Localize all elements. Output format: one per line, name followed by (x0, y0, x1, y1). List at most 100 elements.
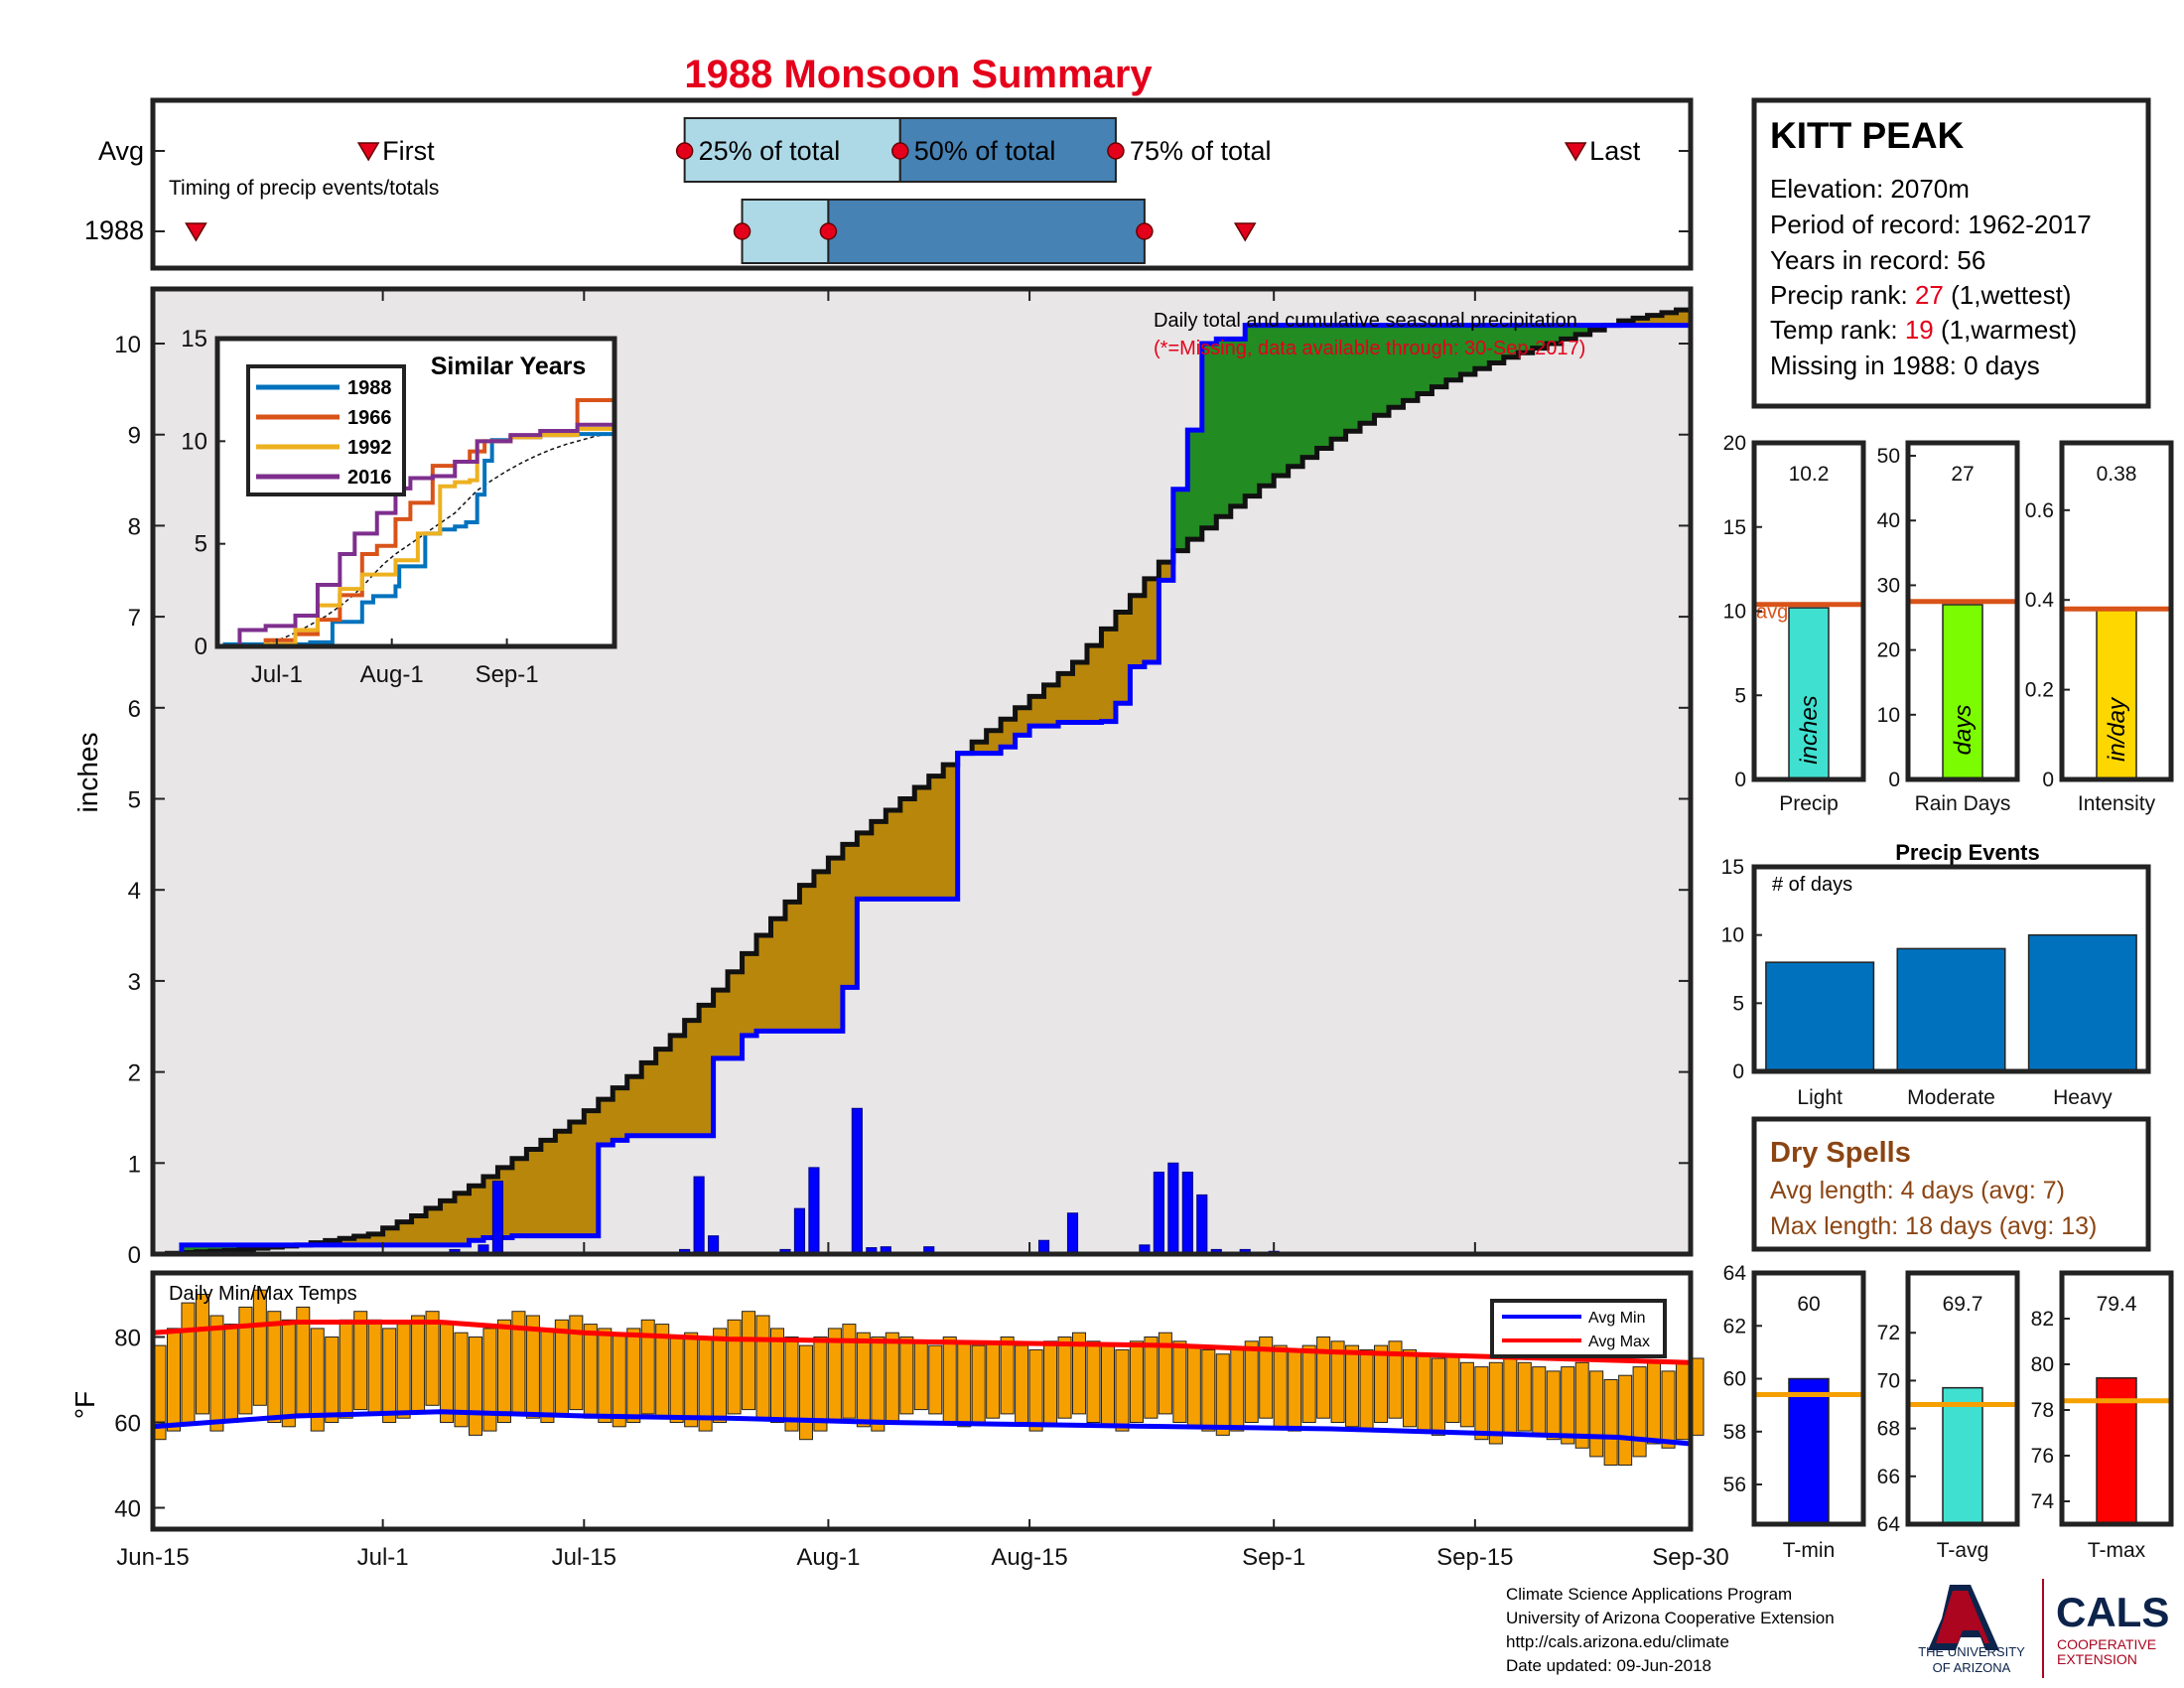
event-bar-heavy (2027, 933, 2137, 1072)
stat-unit-Precip: inches (1796, 695, 1823, 764)
daily-temp-bar (1015, 1344, 1029, 1423)
stat-name-T-min: T-min (1783, 1539, 1836, 1562)
precip-diff-fill (1101, 629, 1117, 722)
daily-temp-bar (1574, 1361, 1589, 1449)
timing-row-year-label: 1988 (84, 215, 144, 245)
daily-temp-bar (339, 1319, 353, 1419)
daily-temp-bar (1172, 1340, 1187, 1424)
cals-logo: CALS COOPERATIVE EXTENSION (2056, 1589, 2169, 1667)
daily-temp-bar (813, 1336, 828, 1432)
date-tick-label: Aug-1 (796, 1544, 860, 1571)
temp-axes: 40 60 80 (114, 1326, 1692, 1529)
daily-temp-bar (1647, 1361, 1662, 1445)
stat-y-tick-label: 56 (1723, 1474, 1746, 1496)
daily-precip-bar (1181, 1171, 1193, 1255)
daily-temp-bar (742, 1311, 756, 1411)
precip-diff-fill (1360, 325, 1376, 424)
daily-temp-bar (1676, 1361, 1691, 1441)
daily-temp-bar (382, 1328, 397, 1424)
dry-spells-title: Dry Spells (1770, 1137, 1911, 1169)
avg-last-label: Last (1589, 136, 1641, 166)
stat-y-tick-label: 62 (1723, 1315, 1746, 1337)
precip-diff-fill (1274, 325, 1290, 476)
inset-y-tick-label: 10 (181, 428, 207, 455)
daily-temp-bar (1316, 1336, 1331, 1419)
dry-spells-avg-length: Avg length: 4 days (avg: 7) (1770, 1177, 2065, 1204)
precip-diff-fill (540, 1140, 556, 1236)
main-y-tick-label: 7 (128, 605, 141, 632)
precip-diff-fill (1474, 325, 1490, 369)
precip-diff-fill (1403, 325, 1419, 401)
daily-temp-bar (1244, 1340, 1259, 1424)
cals-logo-text: CALS (2056, 1589, 2169, 1635)
daily-temp-bar (1561, 1366, 1575, 1445)
daily-temp-bar (554, 1319, 569, 1415)
precip-diff-fill (340, 1238, 355, 1245)
ua-logo: THE UNIVERSITY OF ARIZONA (1918, 1585, 2025, 1675)
precip-diff-fill (899, 798, 915, 900)
inset-x-tick-label: Sep-1 (476, 661, 539, 688)
precip-diff-fill (1518, 325, 1534, 353)
stat-frame-Intensity (2059, 440, 2174, 782)
daily-temp-bar (798, 1344, 813, 1441)
main-plot-frame (150, 286, 1694, 1257)
stat-y-tick-label: 5 (1734, 684, 1746, 707)
daily-precip-bar (793, 1207, 806, 1255)
daily-temp-bar (928, 1344, 943, 1415)
station-period: Period of record: 1962-2017 (1770, 210, 2092, 239)
inset-title: Similar Years (431, 352, 587, 380)
stat-unit-Rain Days: days (1950, 705, 1977, 756)
stat-y-tick-label: 0 (1888, 769, 1900, 791)
daily-temp-bar (540, 1328, 555, 1424)
inset-legend-label-1966: 1966 (347, 407, 392, 429)
inset-x-tick-label: Jul-1 (251, 661, 303, 688)
precip-diff-fill (1388, 325, 1405, 408)
precip-diff-fill (196, 1244, 211, 1252)
events-plot: Light Moderate Heavy 0 5 10 15 (1721, 856, 2137, 1109)
precip-diff-fill (1086, 645, 1103, 723)
stat-name-Intensity: Intensity (2078, 792, 2156, 815)
events-y-tick-label: 0 (1732, 1060, 1744, 1083)
inset-y-tick-label: 15 (181, 326, 207, 352)
avg-first-label: First (382, 136, 435, 166)
daily-temp-bar (425, 1311, 440, 1406)
stat-y-tick-label: 58 (1723, 1421, 1746, 1444)
dry-spells-box: Dry Spells Avg length: 4 days (avg: 7) M… (1751, 1116, 2151, 1252)
daily-temp-bar (713, 1328, 728, 1424)
precip-diff-fill (626, 1076, 642, 1136)
daily-temp-bar (525, 1315, 540, 1419)
inset-series-line-1992 (217, 416, 616, 648)
inset-plot (216, 398, 616, 648)
avg-p75-marker (1107, 142, 1125, 160)
stat-bar-Rain Days (1942, 604, 1983, 780)
precip-diff-fill (397, 1221, 413, 1245)
precip-diff-fill (641, 1062, 657, 1136)
stat-value-T-min: 60 (1797, 1293, 1820, 1316)
daily-temp-bar (1215, 1353, 1230, 1436)
precip-diff-fill (1532, 325, 1548, 349)
legend-avg-max-label: Avg Max (1588, 1334, 1650, 1350)
timing-row-avg-label: Avg (98, 136, 144, 166)
main-y-tick-label: 10 (114, 332, 141, 358)
precip-events-chart: Precip Events Light Moderate Heavy 0 5 10 15 #… (1721, 840, 2151, 1109)
precip-diff-fill (440, 1200, 456, 1245)
precip-diff-fill (181, 1244, 198, 1253)
daily-temp-bar (1618, 1374, 1633, 1466)
events-frame (1751, 864, 2151, 1074)
daily-temp-bar (1503, 1357, 1518, 1436)
temp-chart: Daily Min/Max Temps °F Avg Min Avg Max 4… (69, 1270, 1729, 1571)
daily-temp-bar (1330, 1340, 1345, 1424)
stat-y-tick-label: 10 (1723, 601, 1746, 624)
daily-temp-bar (1259, 1336, 1274, 1419)
inset-legend-label-2016: 2016 (347, 467, 392, 489)
events-y-tick-label: 10 (1721, 924, 1744, 947)
precip-diff-fill (871, 821, 887, 900)
inset-x-tick-label: Aug-1 (360, 661, 424, 688)
temp-chart-title: Daily Min/Max Temps (169, 1283, 357, 1305)
stat-y-tick-label: 76 (2031, 1445, 2054, 1468)
events-annotation: # of days (1772, 874, 1852, 896)
daily-temp-bar (842, 1324, 857, 1419)
stat-value-T-max: 79.4 (2097, 1293, 2137, 1316)
stat-y-tick-label: 15 (1723, 516, 1746, 539)
